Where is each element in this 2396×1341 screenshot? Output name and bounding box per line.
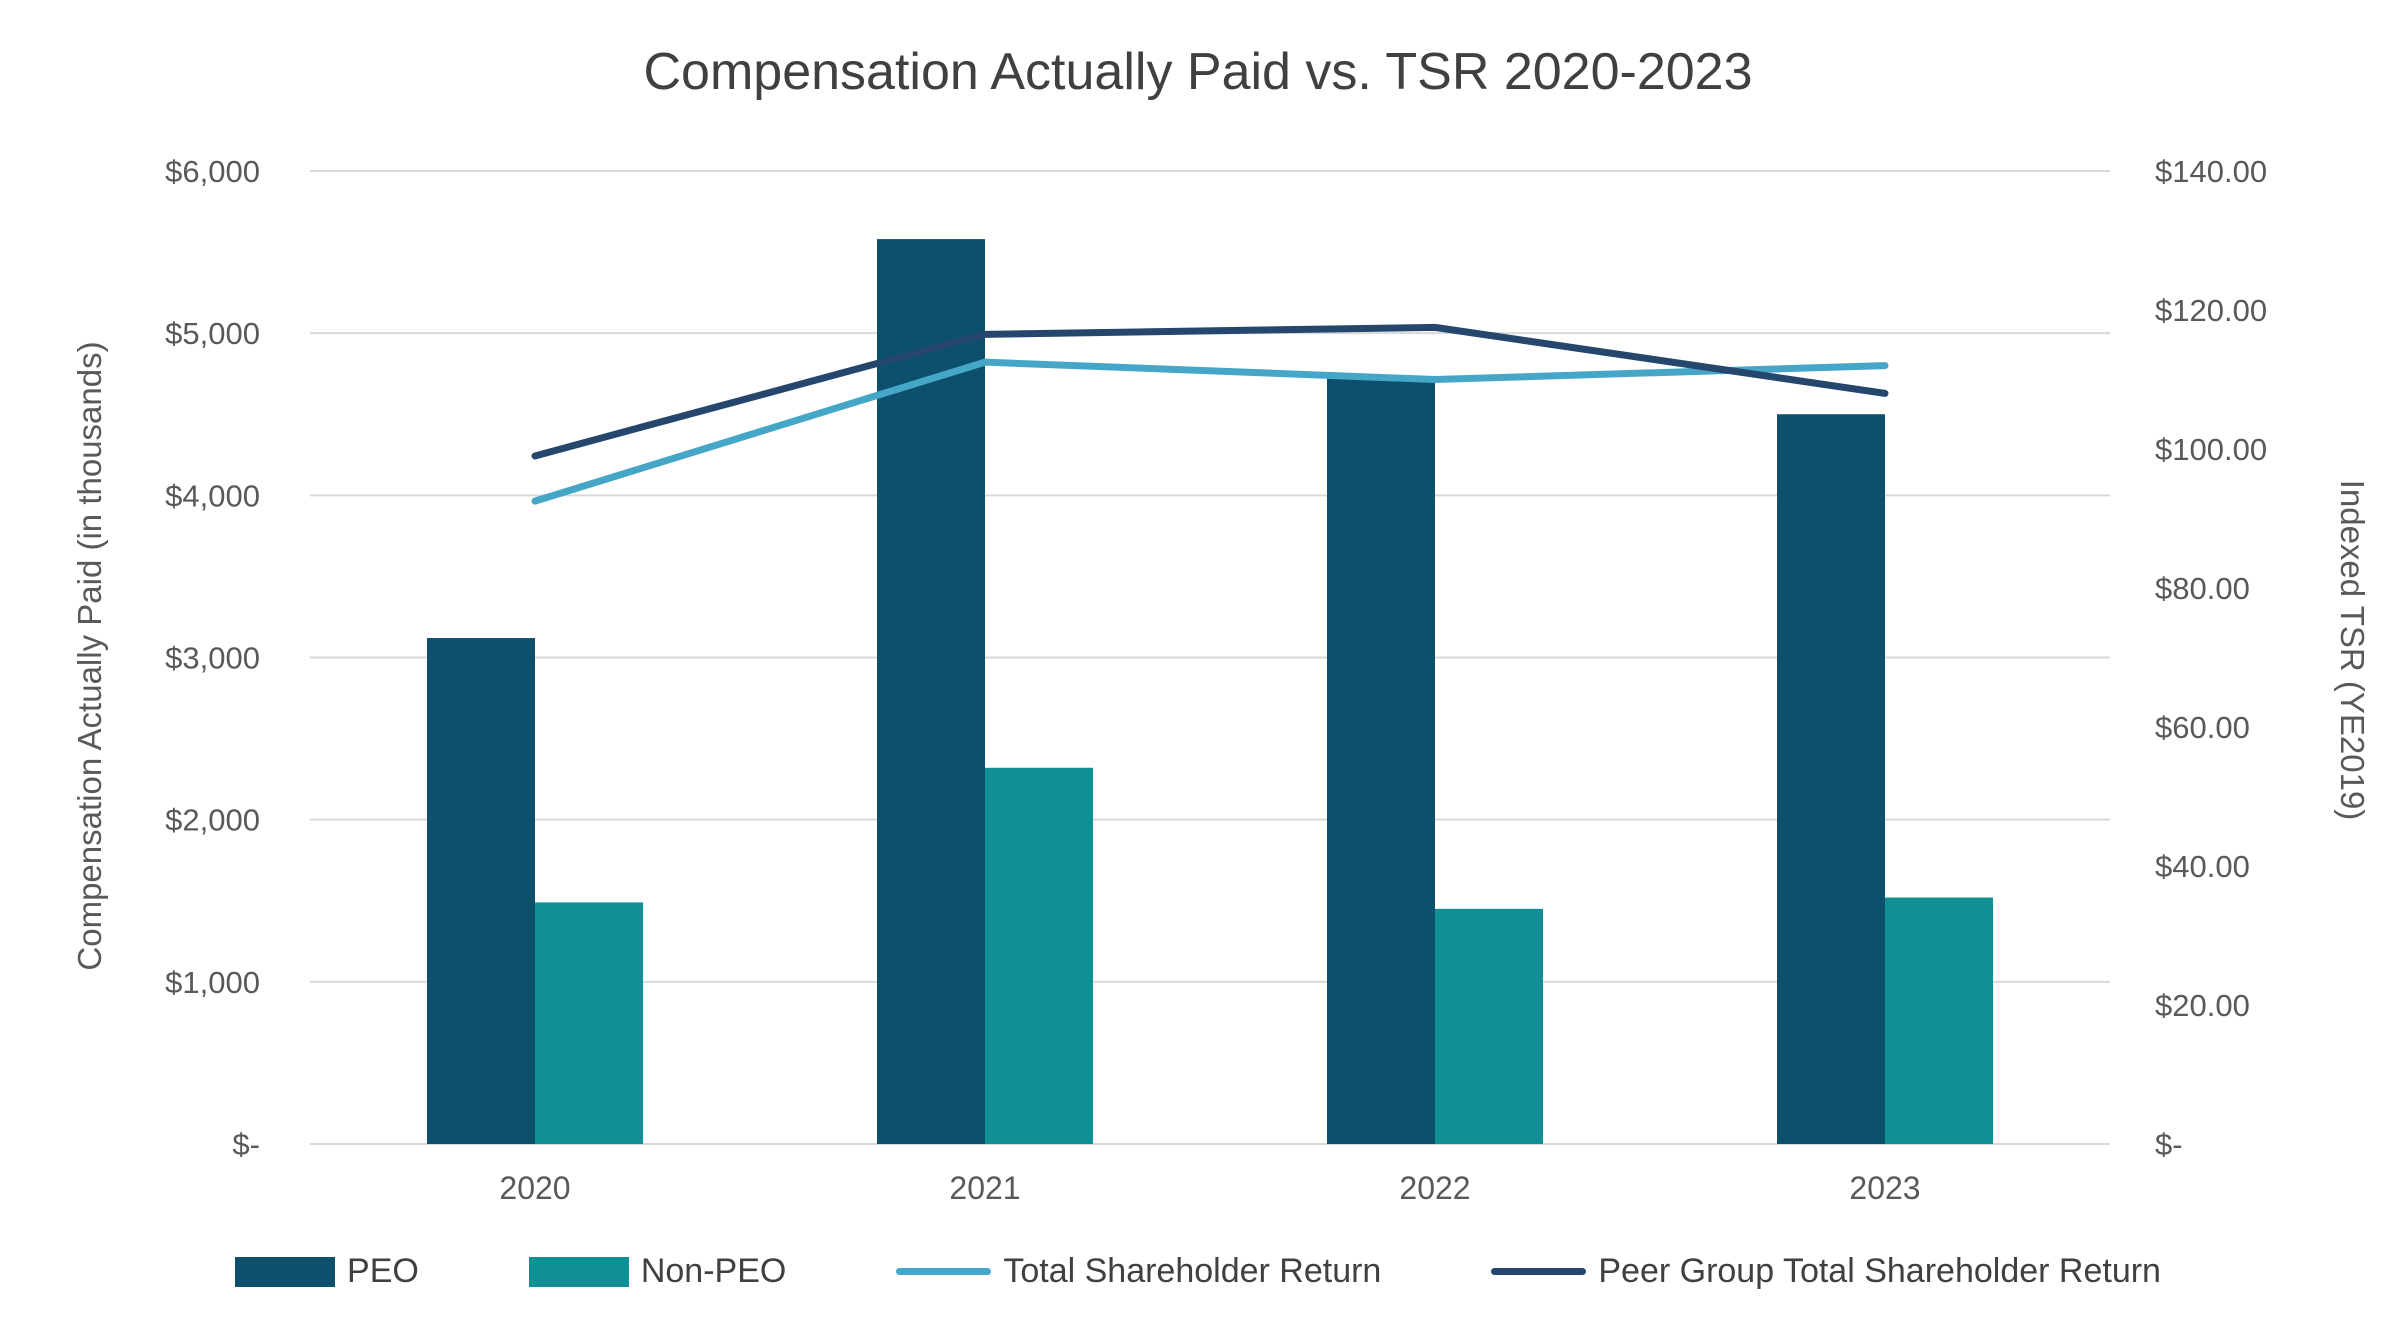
legend-label: PEO [347,1252,419,1290]
legend: PEO Non-PEO Total Shareholder Return Peer G… [0,1252,2396,1291]
category-label: 2020 [499,1170,570,1206]
left-axis-tick-label: $2,000 [165,803,260,838]
left-axis-title: Compensation Actually Paid (in thousands… [71,341,108,971]
left-axis-tick-label: $1,000 [165,965,260,1000]
bar-peo [427,638,535,1144]
legend-item-peer-group-total-shareholder-return: Peer Group Total Shareholder Return [1491,1252,2161,1291]
right-axis-tick-label: $60.00 [2155,710,2250,745]
bar-non-peo [535,902,643,1144]
right-axis-tick-label: $120.00 [2155,293,2267,328]
legend-label: Peer Group Total Shareholder Return [1598,1252,2161,1290]
line-total-shareholder-return [531,358,1889,505]
left-axis-tick-label: $- [232,1127,260,1162]
legend-label: Non-PEO [640,1252,787,1290]
chart-title: Compensation Actually Paid vs. TSR 2020-… [643,43,1753,101]
bar-peo [1327,378,1435,1144]
category-label: 2022 [1399,1170,1470,1206]
right-axis-title: Indexed TSR (YE2019) [2334,479,2371,821]
category-label: 2023 [1849,1170,1920,1206]
right-axis-tick-label: $100.00 [2155,432,2267,467]
bar-non-peo [1435,908,1543,1144]
right-axis-tick-label: $40.00 [2155,849,2250,884]
left-axis-tick-label: $4,000 [165,478,260,513]
legend-swatch-line [1491,1268,1587,1275]
legend-item-non-peo: Non-PEO [528,1252,787,1291]
bar-non-peo [985,767,1093,1144]
legend-swatch-bar [235,1256,336,1287]
right-axis-tick-label: $140.00 [2155,154,2267,189]
bar-non-peo [1885,897,1993,1144]
line-peer-group-total-shareholder-return [531,323,1889,460]
legend-swatch-bar [528,1256,629,1287]
legend-item-total-shareholder-return: Total Shareholder Return [896,1252,1381,1291]
legend-swatch-line [896,1268,992,1275]
legend-label: Total Shareholder Return [1003,1252,1382,1290]
left-axis-tick-label: $6,000 [165,154,260,189]
category-label: 2021 [949,1170,1020,1206]
right-axis-tick-label: $- [2155,1127,2183,1162]
left-axis-tick-label: $5,000 [165,316,260,351]
legend-item-peo: PEO [235,1252,419,1291]
right-axis-tick-label: $20.00 [2155,988,2250,1023]
left-axis-tick-label: $3,000 [165,641,260,676]
right-axis-tick-label: $80.00 [2155,571,2250,606]
bar-peo [877,239,985,1145]
bar-peo [1777,414,1885,1144]
